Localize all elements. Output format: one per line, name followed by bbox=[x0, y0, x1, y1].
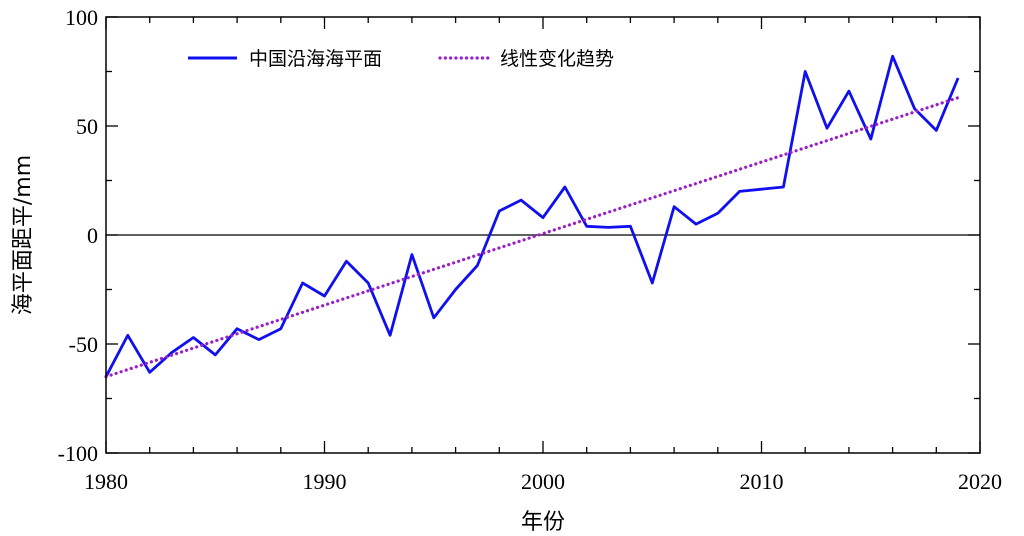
y-tick-label: -100 bbox=[58, 441, 98, 466]
x-tick-label: 1990 bbox=[303, 469, 347, 494]
y-tick-label: 100 bbox=[65, 5, 98, 30]
x-tick-label: 1980 bbox=[84, 469, 128, 494]
legend: 中国沿海海平面 线性变化趋势 bbox=[188, 48, 614, 70]
series-line-trend bbox=[104, 96, 960, 379]
series-line-sea-level bbox=[104, 54, 960, 378]
x-tick-label: 2000 bbox=[521, 469, 565, 494]
plot-layer bbox=[104, 54, 980, 379]
y-tick-label: 50 bbox=[76, 114, 98, 139]
ticks-layer: 1980 1990 2000 2010 2020 -100 -50 0 50 100 bbox=[58, 5, 1002, 494]
y-tick-label: 0 bbox=[87, 223, 98, 248]
x-axis-title: 年份 bbox=[521, 510, 565, 535]
legend-item-sea-level: 中国沿海海平面 bbox=[188, 48, 382, 70]
y-axis-title: 海平面距平/mm bbox=[11, 155, 36, 315]
x-tick-label: 2020 bbox=[958, 469, 1002, 494]
legend-item-trend: 线性变化趋势 bbox=[438, 48, 614, 70]
legend-label: 线性变化趋势 bbox=[500, 48, 614, 70]
legend-label: 中国沿海海平面 bbox=[249, 48, 382, 70]
y-tick-label: -50 bbox=[69, 332, 98, 357]
x-tick-label: 2010 bbox=[740, 469, 784, 494]
